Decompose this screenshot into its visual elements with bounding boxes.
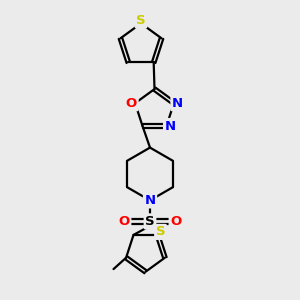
Text: S: S: [136, 14, 146, 27]
Text: N: N: [164, 119, 176, 133]
Text: S: S: [145, 215, 155, 228]
Text: O: O: [126, 97, 137, 110]
Text: O: O: [118, 215, 130, 228]
Text: N: N: [144, 194, 156, 207]
Text: N: N: [172, 97, 183, 110]
Text: S: S: [156, 225, 165, 239]
Text: O: O: [170, 215, 182, 228]
